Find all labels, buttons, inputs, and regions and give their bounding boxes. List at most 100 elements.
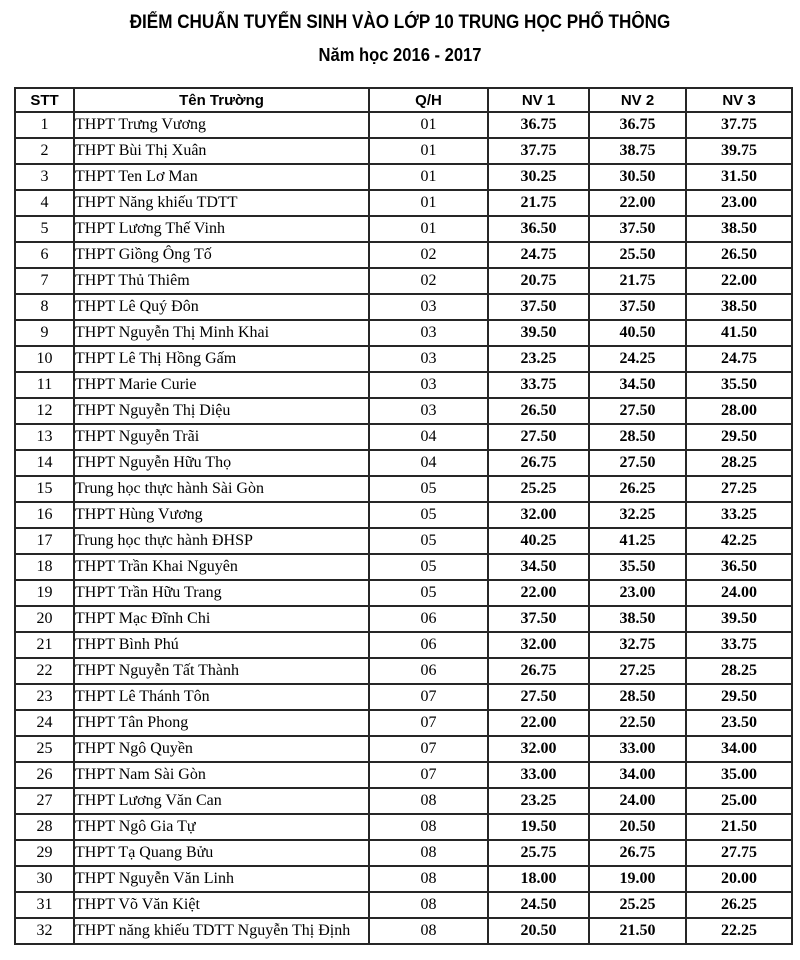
cell-stt: 15	[14, 475, 75, 503]
cell-stt: 20	[14, 605, 75, 633]
cell-nv1: 37.50	[487, 605, 590, 633]
cell-school-name: THPT Nguyễn Thị Diệu	[73, 397, 370, 425]
cell-district: 05	[368, 553, 489, 581]
cell-school-name: THPT Lê Thị Hồng Gấm	[73, 345, 370, 373]
cell-nv2: 21.50	[588, 917, 687, 945]
cell-nv3: 33.25	[685, 501, 793, 529]
cell-school-name: THPT Hùng Vương	[73, 501, 370, 529]
cell-nv1: 21.75	[487, 189, 590, 217]
cell-nv1: 26.75	[487, 449, 590, 477]
cell-nv3: 27.75	[685, 839, 793, 867]
column-header-school: Tên Trường	[73, 87, 370, 113]
cell-nv3: 37.75	[685, 111, 793, 139]
cell-nv1: 37.75	[487, 137, 590, 165]
cell-district: 05	[368, 475, 489, 503]
cell-school-name: THPT Nguyễn Thị Minh Khai	[73, 319, 370, 347]
cell-district: 03	[368, 319, 489, 347]
cell-nv2: 27.25	[588, 657, 687, 685]
cell-nv2: 41.25	[588, 527, 687, 555]
cell-nv3: 20.00	[685, 865, 793, 893]
table-row: 1 THPT Trưng Vương 01 36.75 36.75 37.75	[14, 111, 793, 139]
cell-nv3: 24.00	[685, 579, 793, 607]
cell-nv1: 22.00	[487, 709, 590, 737]
cell-stt: 31	[14, 891, 75, 919]
cell-district: 08	[368, 865, 489, 893]
cell-district: 08	[368, 787, 489, 815]
cell-nv1: 33.00	[487, 761, 590, 789]
cell-stt: 3	[14, 163, 75, 191]
cell-nv2: 30.50	[588, 163, 687, 191]
cell-nv3: 22.00	[685, 267, 793, 295]
cell-stt: 22	[14, 657, 75, 685]
cell-district: 05	[368, 579, 489, 607]
cell-nv1: 20.75	[487, 267, 590, 295]
cell-district: 03	[368, 345, 489, 373]
cell-stt: 10	[14, 345, 75, 373]
table-row: 25 THPT Ngô Quyền 07 32.00 33.00 34.00	[14, 735, 793, 763]
cell-nv3: 33.75	[685, 631, 793, 659]
cell-nv1: 27.50	[487, 683, 590, 711]
cell-stt: 17	[14, 527, 75, 555]
cell-district: 03	[368, 293, 489, 321]
cell-stt: 25	[14, 735, 75, 763]
cell-nv1: 33.75	[487, 371, 590, 399]
cell-nv1: 20.50	[487, 917, 590, 945]
cell-school-name: THPT Lương Văn Can	[73, 787, 370, 815]
cell-stt: 18	[14, 553, 75, 581]
cell-nv3: 41.50	[685, 319, 793, 347]
cell-district: 08	[368, 813, 489, 841]
table-row: 30 THPT Nguyễn Văn Linh 08 18.00 19.00 20.00	[14, 865, 793, 893]
cell-nv2: 20.50	[588, 813, 687, 841]
cell-nv1: 32.00	[487, 501, 590, 529]
cell-school-name: THPT Trần Hữu Trang	[73, 579, 370, 607]
cell-nv2: 32.25	[588, 501, 687, 529]
table-row: 28 THPT Ngô Gia Tự 08 19.50 20.50 21.50	[14, 813, 793, 841]
cell-school-name: THPT Bình Phú	[73, 631, 370, 659]
cell-stt: 28	[14, 813, 75, 841]
cell-nv3: 25.00	[685, 787, 793, 815]
cell-nv2: 34.50	[588, 371, 687, 399]
cell-school-name: THPT Nguyễn Tất Thành	[73, 657, 370, 685]
cell-school-name: THPT Tạ Quang Bửu	[73, 839, 370, 867]
cell-district: 03	[368, 397, 489, 425]
cell-stt: 26	[14, 761, 75, 789]
table-row: 13 THPT Nguyễn Trãi 04 27.50 28.50 29.50	[14, 423, 793, 451]
cell-nv3: 35.50	[685, 371, 793, 399]
table-row: 19 THPT Trần Hữu Trang 05 22.00 23.00 24.00	[14, 579, 793, 607]
header-row: STT Tên Trường Q/H NV 1 NV 2 NV 3	[14, 87, 793, 113]
table-row: 10 THPT Lê Thị Hồng Gấm 03 23.25 24.25 24.75	[14, 345, 793, 373]
cell-nv2: 24.00	[588, 787, 687, 815]
cell-nv2: 28.50	[588, 423, 687, 451]
cell-nv1: 23.25	[487, 345, 590, 373]
cell-district: 06	[368, 605, 489, 633]
cell-nv2: 22.50	[588, 709, 687, 737]
cell-nv3: 21.50	[685, 813, 793, 841]
cell-district: 07	[368, 761, 489, 789]
cell-nv1: 32.00	[487, 631, 590, 659]
cell-stt: 27	[14, 787, 75, 815]
cell-school-name: THPT Nguyễn Hữu Thọ	[73, 449, 370, 477]
cell-nv1: 26.75	[487, 657, 590, 685]
cell-school-name: THPT Lê Quý Đôn	[73, 293, 370, 321]
cell-nv1: 19.50	[487, 813, 590, 841]
table-row: 20 THPT Mạc Đĩnh Chi 06 37.50 38.50 39.50	[14, 605, 793, 633]
cell-district: 05	[368, 501, 489, 529]
table-row: 23 THPT Lê Thánh Tôn 07 27.50 28.50 29.50	[14, 683, 793, 711]
cell-nv2: 27.50	[588, 397, 687, 425]
table-row: 27 THPT Lương Văn Can 08 23.25 24.00 25.00	[14, 787, 793, 815]
cell-nv3: 39.50	[685, 605, 793, 633]
cell-school-name: THPT Lê Thánh Tôn	[73, 683, 370, 711]
table-row: 29 THPT Tạ Quang Bửu 08 25.75 26.75 27.75	[14, 839, 793, 867]
cell-stt: 5	[14, 215, 75, 243]
cell-school-name: THPT Nguyễn Trãi	[73, 423, 370, 451]
cell-nv1: 25.25	[487, 475, 590, 503]
cell-nv2: 24.25	[588, 345, 687, 373]
cell-stt: 21	[14, 631, 75, 659]
cell-stt: 7	[14, 267, 75, 295]
cell-nv2: 25.25	[588, 891, 687, 919]
cell-nv1: 30.25	[487, 163, 590, 191]
cell-school-name: THPT Lương Thế Vinh	[73, 215, 370, 243]
cell-nv2: 40.50	[588, 319, 687, 347]
cell-nv2: 36.75	[588, 111, 687, 139]
cell-school-name: THPT Mạc Đĩnh Chi	[73, 605, 370, 633]
